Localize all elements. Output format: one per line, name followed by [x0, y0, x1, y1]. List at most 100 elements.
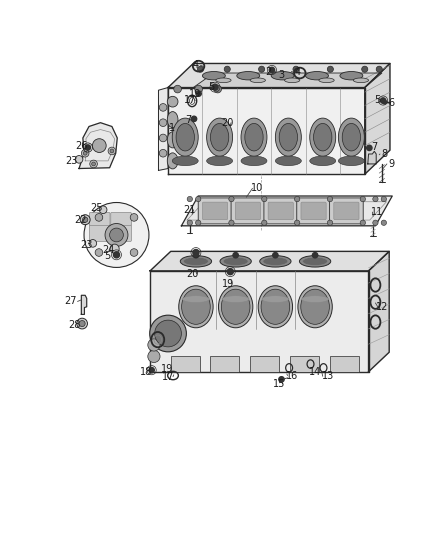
Ellipse shape: [241, 156, 267, 166]
Circle shape: [110, 228, 124, 242]
Ellipse shape: [258, 286, 293, 328]
Circle shape: [196, 91, 201, 96]
Ellipse shape: [237, 71, 260, 80]
Text: 1: 1: [169, 124, 175, 133]
Circle shape: [110, 149, 114, 153]
Circle shape: [227, 269, 233, 274]
Circle shape: [261, 196, 267, 201]
Circle shape: [214, 85, 222, 93]
Circle shape: [229, 220, 234, 225]
Ellipse shape: [276, 156, 301, 166]
Circle shape: [191, 116, 197, 122]
Text: 19: 19: [189, 88, 201, 99]
Text: 5: 5: [208, 82, 214, 92]
Text: 19: 19: [161, 364, 173, 374]
FancyBboxPatch shape: [330, 357, 359, 372]
Ellipse shape: [340, 71, 363, 80]
FancyBboxPatch shape: [231, 198, 265, 224]
Circle shape: [110, 244, 119, 253]
Ellipse shape: [207, 118, 233, 156]
Ellipse shape: [241, 118, 267, 156]
Ellipse shape: [302, 296, 328, 303]
Circle shape: [148, 350, 160, 362]
Ellipse shape: [183, 296, 209, 303]
Circle shape: [84, 203, 149, 268]
Text: 5: 5: [374, 95, 381, 105]
Ellipse shape: [180, 256, 212, 267]
Ellipse shape: [279, 124, 297, 151]
FancyBboxPatch shape: [297, 198, 330, 224]
Text: 23: 23: [65, 156, 78, 166]
Circle shape: [92, 139, 106, 152]
Polygon shape: [81, 295, 87, 314]
Circle shape: [130, 249, 138, 256]
Circle shape: [159, 134, 167, 142]
Ellipse shape: [172, 118, 198, 156]
Ellipse shape: [176, 124, 194, 151]
Ellipse shape: [310, 156, 336, 166]
Circle shape: [82, 217, 88, 222]
FancyBboxPatch shape: [250, 357, 279, 372]
Circle shape: [95, 249, 103, 256]
FancyBboxPatch shape: [202, 202, 228, 220]
Ellipse shape: [167, 153, 178, 169]
Ellipse shape: [222, 296, 249, 303]
Circle shape: [113, 252, 120, 258]
Ellipse shape: [339, 156, 364, 166]
Circle shape: [108, 147, 116, 155]
Ellipse shape: [319, 78, 334, 83]
Text: 7: 7: [371, 142, 378, 152]
Polygon shape: [159, 87, 168, 171]
Ellipse shape: [261, 289, 290, 325]
Ellipse shape: [314, 124, 332, 151]
Text: 4: 4: [193, 60, 199, 70]
Ellipse shape: [210, 124, 229, 151]
Circle shape: [327, 220, 332, 225]
Ellipse shape: [219, 286, 253, 328]
Circle shape: [193, 253, 198, 258]
Ellipse shape: [260, 256, 291, 267]
Circle shape: [294, 220, 300, 225]
Circle shape: [293, 66, 299, 72]
FancyBboxPatch shape: [210, 357, 240, 372]
Circle shape: [95, 214, 103, 221]
Circle shape: [99, 206, 107, 214]
Circle shape: [77, 318, 88, 329]
Text: 10: 10: [251, 183, 263, 193]
Ellipse shape: [271, 71, 294, 80]
Circle shape: [79, 320, 85, 327]
Circle shape: [80, 215, 90, 224]
Text: 20: 20: [186, 269, 198, 279]
Polygon shape: [168, 87, 365, 174]
Ellipse shape: [339, 118, 364, 156]
Ellipse shape: [220, 256, 251, 267]
Text: 27: 27: [64, 296, 77, 306]
Ellipse shape: [216, 78, 231, 83]
FancyBboxPatch shape: [268, 202, 293, 220]
Circle shape: [187, 196, 192, 201]
Circle shape: [279, 377, 284, 382]
Circle shape: [381, 220, 386, 225]
Circle shape: [75, 156, 83, 163]
Circle shape: [187, 220, 192, 225]
Circle shape: [273, 253, 278, 258]
Text: 2: 2: [265, 67, 271, 77]
Circle shape: [212, 84, 218, 90]
Ellipse shape: [262, 296, 289, 303]
Ellipse shape: [342, 124, 360, 151]
Text: 5: 5: [104, 251, 110, 261]
Text: 3: 3: [279, 70, 285, 80]
Circle shape: [373, 196, 378, 201]
Circle shape: [373, 220, 378, 225]
Ellipse shape: [353, 78, 368, 83]
Text: 21: 21: [183, 205, 195, 215]
Text: 6: 6: [389, 98, 395, 108]
Circle shape: [159, 119, 167, 126]
Ellipse shape: [303, 257, 328, 265]
Ellipse shape: [306, 71, 328, 80]
Circle shape: [195, 220, 201, 225]
Ellipse shape: [298, 286, 332, 328]
Circle shape: [130, 214, 138, 221]
Circle shape: [90, 160, 97, 168]
FancyBboxPatch shape: [235, 202, 261, 220]
